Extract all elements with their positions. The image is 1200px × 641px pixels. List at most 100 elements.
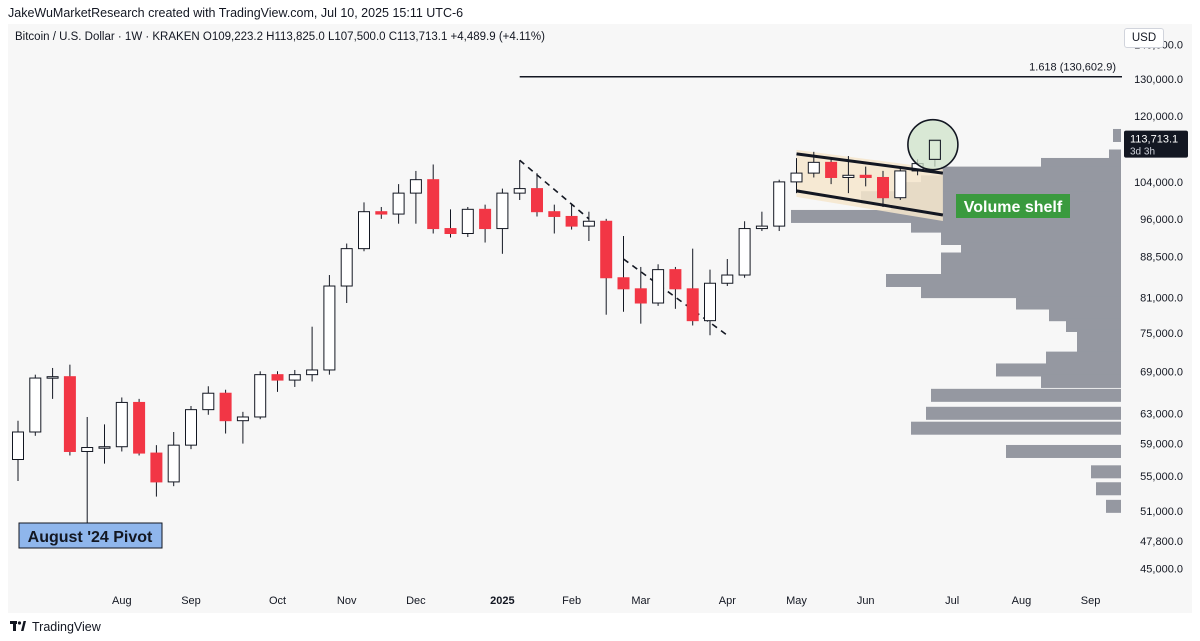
candle-up	[288, 374, 301, 381]
candle-down	[375, 211, 388, 215]
tradingview-logo-icon	[10, 621, 26, 631]
candle-down	[617, 277, 630, 290]
x-axis-tick-label: Mar	[631, 595, 650, 607]
volume-profile-bar	[1077, 340, 1121, 354]
volume-profile-bar	[931, 388, 1121, 402]
candle-up	[582, 220, 595, 227]
candle-down	[531, 188, 543, 213]
y-axis-tick-label: 75,000.0	[1140, 328, 1183, 340]
volume-profile-bar	[1006, 444, 1121, 458]
candle-up	[202, 392, 215, 411]
y-axis-tick-label: 63,000.0	[1140, 408, 1183, 420]
candle-down	[63, 376, 76, 452]
candle-down	[444, 228, 457, 235]
candle-up	[185, 409, 197, 446]
candle-down	[600, 220, 613, 279]
volume-profile-bar	[961, 242, 1121, 256]
candle-down	[479, 208, 492, 230]
y-axis-tick-label: 47,800.0	[1140, 536, 1183, 548]
volume-profile-bar	[1077, 329, 1121, 343]
candle-up	[807, 161, 820, 174]
x-axis-tick-label: Jul	[945, 595, 959, 607]
last-price-label: 113,713.1	[1130, 134, 1178, 146]
candle-up	[236, 416, 249, 422]
volume-profile-bar	[926, 406, 1121, 420]
candle-up	[773, 181, 786, 227]
y-axis-tick-label: 120,000.0	[1134, 111, 1183, 123]
volume-profile-bar	[911, 219, 1121, 233]
symbol-info: Bitcoin / U.S. Dollar · 1W · KRAKEN O109…	[15, 31, 545, 43]
candle-up	[46, 376, 59, 379]
candle-up	[496, 192, 509, 230]
candle-up	[306, 369, 319, 376]
volume-profile-bar	[1096, 482, 1121, 496]
volume-profile-bar	[941, 231, 1121, 245]
y-axis-tick-label: 59,000.0	[1140, 439, 1183, 451]
candle-down	[634, 288, 647, 304]
x-axis-tick-label: Apr	[719, 595, 736, 607]
candle-up	[81, 447, 94, 452]
tradingview-footer[interactable]: TradingView	[10, 617, 101, 637]
volume-profile-bar	[1066, 318, 1121, 332]
x-axis-tick-label: Dec	[406, 595, 426, 607]
candle-down	[859, 174, 872, 178]
candle-up	[12, 431, 24, 461]
pivot-label: August '24 Pivot	[28, 529, 153, 546]
volume-profile-bar	[996, 363, 1121, 377]
volume-profile-bar	[921, 285, 1121, 299]
candle-up	[392, 192, 405, 215]
volume-profile-bar	[911, 421, 1121, 435]
y-axis-tick-label: 45,000.0	[1140, 564, 1183, 576]
last-candle-outline	[928, 139, 941, 160]
x-axis-tick-label: 2025	[490, 595, 514, 607]
y-axis-tick-label: 130,000.0	[1134, 74, 1183, 86]
volume-profile-bar	[1046, 351, 1121, 365]
candle-down	[150, 452, 163, 483]
x-axis-tick-label: May	[786, 595, 807, 607]
y-axis-tick-label: 81,000.0	[1140, 292, 1183, 304]
volume-profile-bar	[1049, 308, 1121, 322]
candle-up	[842, 174, 855, 178]
flag-channel-line	[796, 189, 944, 217]
x-axis-tick-label: Aug	[112, 595, 132, 607]
x-axis-tick-label: Jun	[857, 595, 875, 607]
candle-up	[755, 225, 768, 230]
x-axis-tick-label: Aug	[1012, 595, 1032, 607]
pivot-box	[18, 522, 163, 549]
currency-button[interactable]: USD	[1124, 28, 1164, 48]
volume-profile-bar	[1041, 374, 1121, 388]
y-axis-tick-label: 96,000.0	[1140, 214, 1183, 226]
candle-up	[461, 208, 474, 235]
x-axis-tick-label: Nov	[337, 595, 357, 607]
candle-down	[825, 161, 838, 178]
candle-down	[219, 392, 232, 422]
x-axis-tick-label: Oct	[269, 595, 286, 607]
dashed-trend-line	[519, 159, 590, 220]
candle-up	[721, 274, 734, 284]
countdown-label: 3d 3h	[1130, 147, 1155, 158]
x-axis-tick-label: Feb	[562, 595, 581, 607]
y-axis-tick-label: 51,000.0	[1140, 506, 1183, 518]
candle-up	[409, 179, 422, 194]
y-axis-tick-label: 55,000.0	[1140, 471, 1183, 483]
candle-up	[738, 228, 751, 276]
volume-profile-bar	[941, 263, 1121, 277]
volume-profile-bar	[1091, 465, 1121, 479]
y-axis-tick-label: 104,000.0	[1134, 177, 1183, 189]
y-axis-tick-label: 88,500.0	[1140, 251, 1183, 263]
candle-up	[652, 269, 665, 304]
candle-down	[877, 176, 889, 199]
breakout-circle	[907, 118, 959, 171]
volume-profile-bar	[1113, 128, 1121, 142]
candle-down	[548, 211, 561, 217]
candle-up	[894, 170, 907, 199]
candle-up	[790, 172, 803, 183]
y-axis-tick-label: 69,000.0	[1140, 366, 1183, 378]
fib-level-label: 1.618 (130,602.9)	[1029, 62, 1116, 74]
volume-profile-bar	[1016, 296, 1121, 310]
candle-down	[669, 269, 682, 290]
candle-up	[513, 188, 526, 194]
candle-up	[29, 377, 42, 433]
candle-down	[565, 215, 578, 227]
